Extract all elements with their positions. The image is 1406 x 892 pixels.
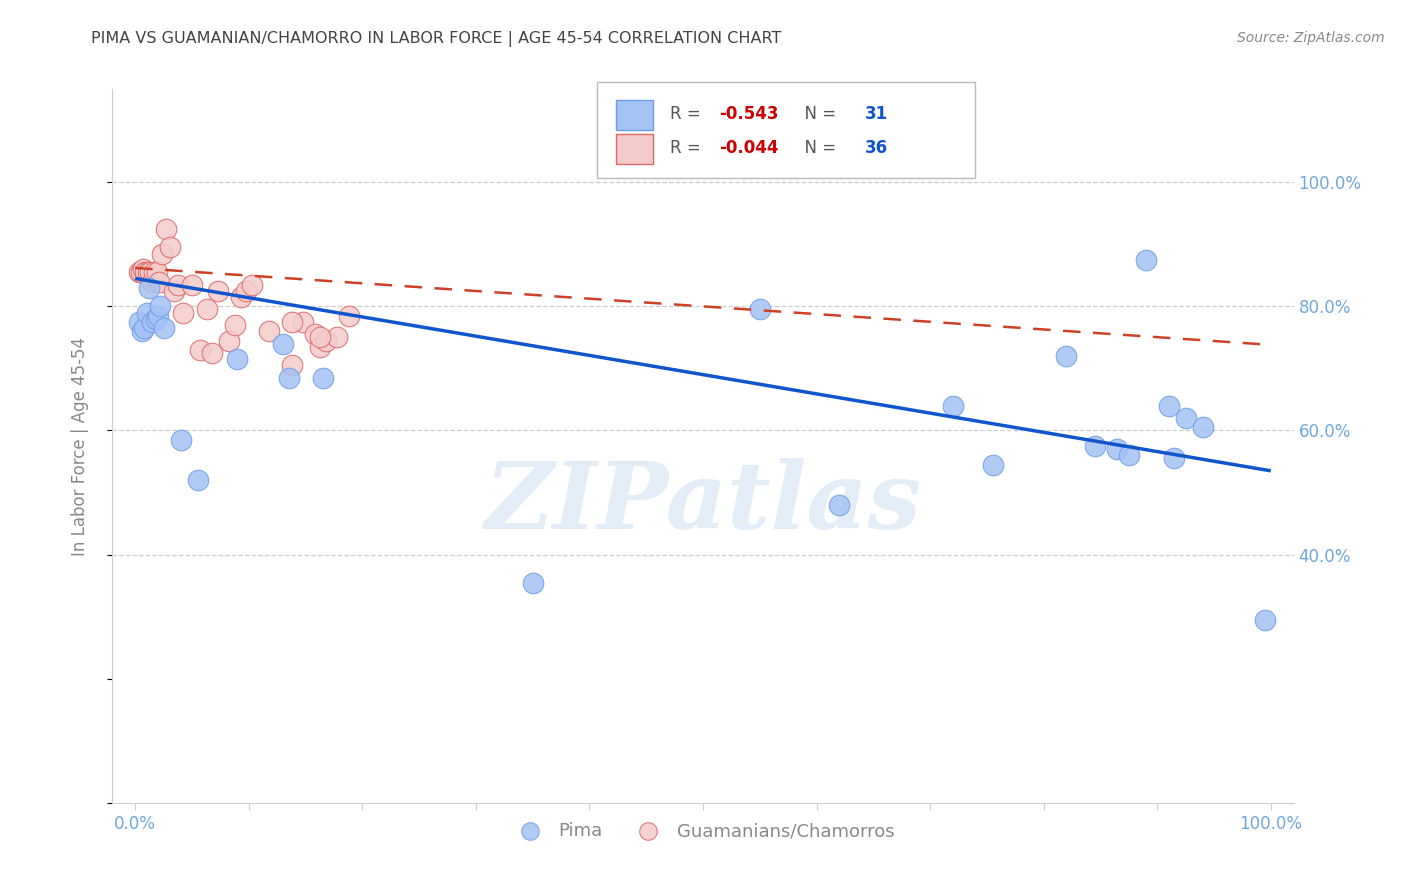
Point: [1054, 349, 1077, 363]
Point: [143, 265, 166, 279]
Point: [149, 299, 172, 313]
Point: [1135, 252, 1157, 267]
Text: ZIPatlas: ZIPatlas: [485, 458, 921, 548]
Point: [132, 262, 155, 277]
Point: [522, 575, 544, 590]
Point: [226, 352, 249, 367]
Point: [172, 305, 194, 319]
Point: [152, 321, 174, 335]
Point: [1157, 399, 1180, 413]
Text: PIMA VS GUAMANIAN/CHAMORRO IN LABOR FORCE | AGE 45-54 CORRELATION CHART: PIMA VS GUAMANIAN/CHAMORRO IN LABOR FORC…: [91, 31, 782, 47]
Point: [163, 284, 186, 298]
Point: [224, 318, 246, 332]
FancyBboxPatch shape: [616, 134, 654, 164]
Point: [1084, 439, 1107, 453]
Y-axis label: In Labor Force | Age 45-54: In Labor Force | Age 45-54: [70, 336, 89, 556]
Point: [134, 321, 156, 335]
Point: [1107, 442, 1129, 456]
Point: [309, 330, 332, 344]
Point: [135, 305, 157, 319]
Text: 31: 31: [865, 105, 889, 123]
Point: [281, 315, 304, 329]
Point: [1174, 411, 1197, 425]
Point: [128, 265, 150, 279]
Point: [235, 284, 257, 298]
Point: [207, 284, 229, 298]
Point: [134, 265, 156, 279]
Point: [201, 346, 224, 360]
Point: [281, 359, 304, 373]
Point: [146, 309, 169, 323]
Text: R =: R =: [669, 105, 706, 123]
Point: [145, 265, 169, 279]
Point: [1191, 420, 1213, 434]
Point: [138, 281, 160, 295]
Point: [169, 433, 191, 447]
Point: [309, 340, 332, 354]
Point: [337, 309, 360, 323]
Text: -0.543: -0.543: [720, 105, 779, 123]
Point: [141, 315, 163, 329]
Point: [181, 277, 204, 292]
Point: [271, 336, 294, 351]
FancyBboxPatch shape: [596, 82, 974, 178]
Point: [167, 277, 190, 292]
Point: [188, 343, 211, 357]
Point: [1254, 613, 1277, 627]
Point: [159, 240, 181, 254]
Point: [155, 222, 177, 236]
Point: [1163, 451, 1185, 466]
Text: R =: R =: [669, 139, 706, 157]
Point: [942, 399, 965, 413]
Point: [152, 246, 174, 260]
Point: [981, 458, 1004, 472]
Point: [141, 275, 163, 289]
Point: [129, 265, 152, 279]
Point: [257, 324, 280, 338]
Point: [187, 473, 209, 487]
Point: [229, 290, 252, 304]
Point: [304, 327, 326, 342]
Point: [292, 315, 315, 329]
Text: 36: 36: [865, 139, 889, 157]
Point: [136, 265, 159, 279]
Point: [145, 311, 167, 326]
Point: [148, 275, 170, 289]
Point: [128, 315, 150, 329]
FancyBboxPatch shape: [616, 100, 654, 129]
Point: [139, 265, 162, 279]
Text: Source: ZipAtlas.com: Source: ZipAtlas.com: [1237, 31, 1385, 45]
Point: [218, 334, 240, 348]
Legend: Pima, Guamanians/Chamorros: Pima, Guamanians/Chamorros: [505, 815, 901, 847]
Text: N =: N =: [794, 105, 841, 123]
Point: [195, 302, 218, 317]
Point: [1118, 448, 1140, 462]
Point: [277, 370, 299, 384]
Text: N =: N =: [794, 139, 841, 157]
Point: [315, 334, 337, 348]
Point: [326, 330, 349, 344]
Point: [131, 324, 153, 338]
Point: [240, 277, 263, 292]
Point: [828, 498, 851, 512]
Point: [748, 302, 770, 317]
Text: -0.044: -0.044: [720, 139, 779, 157]
Point: [311, 370, 333, 384]
